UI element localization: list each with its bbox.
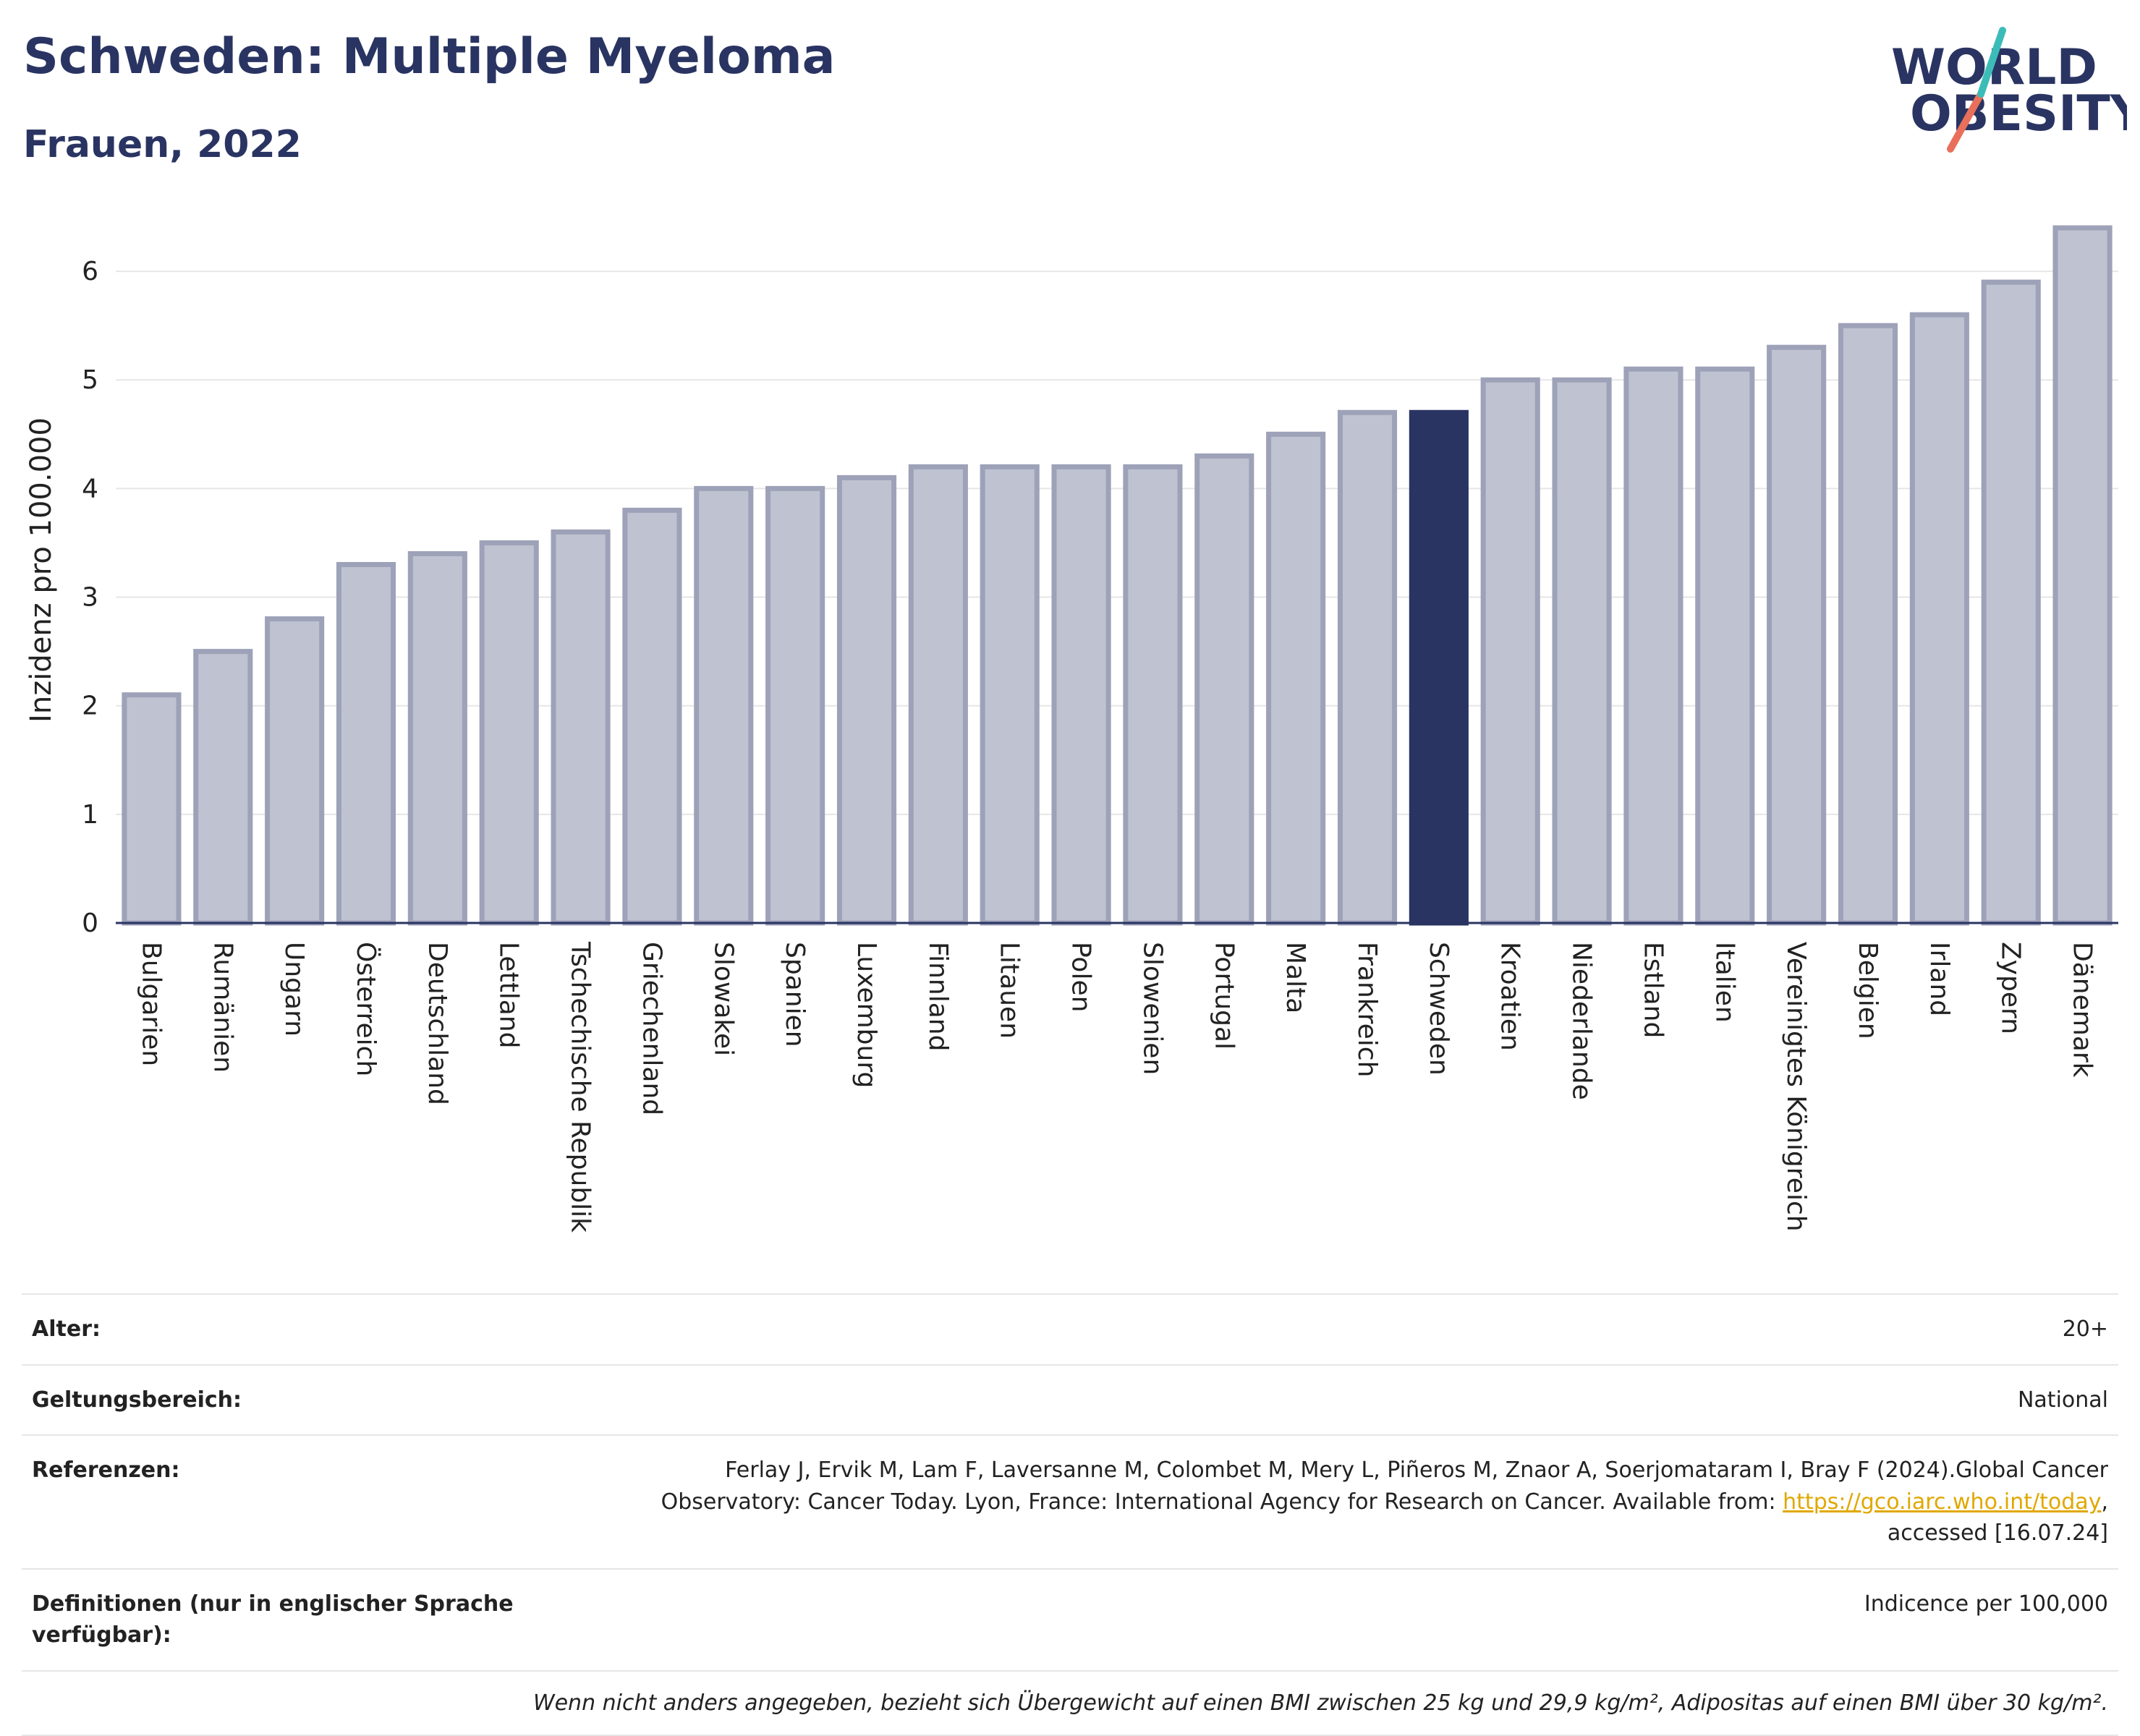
bar-Griechenland — [622, 507, 682, 926]
bar-Ungarn — [265, 616, 325, 926]
page-title: Schweden: Multiple Myeloma — [23, 28, 836, 85]
bar-Dänemark — [2052, 225, 2113, 926]
x-tick-label: Frankreich — [1352, 942, 1382, 1077]
bar-Belgien — [1838, 323, 1898, 926]
y-tick-label: 6 — [82, 257, 98, 286]
bar-Zypern — [1981, 279, 2041, 926]
ref-text-2: Observatory: Cancer Today. Lyon, France:… — [661, 1489, 1783, 1515]
y-tick-label: 5 — [82, 365, 98, 395]
bar-Malta — [1266, 431, 1326, 926]
bar-Niederlande — [1552, 377, 1612, 926]
ref-text-4: accessed [16.07.24] — [1887, 1520, 2108, 1546]
x-tick-label: Slowakei — [708, 942, 738, 1056]
world-obesity-logo: WORLD OBESITY — [1891, 27, 2127, 153]
meta-note: Wenn nicht anders angegeben, bezieht sic… — [532, 1690, 2108, 1716]
meta-ref-value: Ferlay J, Ervik M, Lam F, Laversanne M, … — [661, 1455, 2108, 1549]
meta-ref-label: Referenzen: — [32, 1458, 180, 1483]
x-tick-label: Tschechische Republik — [566, 941, 595, 1233]
bar-Italien — [1695, 366, 1755, 926]
ref-link[interactable]: https://gco.iarc.who.int/today — [1783, 1489, 2102, 1515]
bar-Estland — [1623, 366, 1683, 926]
y-axis-label: Inzidenz pro 100.000 — [25, 417, 58, 723]
x-tick-label: Luxemburg — [852, 942, 881, 1088]
y-tick-label: 2 — [82, 692, 98, 721]
x-tick-label: Lettland — [494, 942, 524, 1049]
bar-Rumänien — [193, 649, 253, 926]
x-tick-label: Dänemark — [2068, 942, 2097, 1078]
x-tick-label: Vereinigtes Königreich — [1781, 942, 1811, 1232]
x-tick-label: Finnland — [923, 942, 953, 1051]
meta-row-scope: Geltungsbereich: National — [22, 1363, 2118, 1435]
meta-scope-value: National — [2017, 1387, 2108, 1413]
x-tick-label: Irland — [1924, 942, 1954, 1016]
y-tick-label: 1 — [82, 800, 98, 830]
meta-row-note: Wenn nicht anders angegeben, bezieht sic… — [22, 1669, 2118, 1736]
x-tick-label: Österreich — [351, 942, 381, 1076]
meta-def-label: Definitionen (nur in englischer Sprache … — [32, 1591, 514, 1648]
x-tick-label: Griechenland — [637, 942, 666, 1115]
bar-Finnland — [908, 464, 968, 926]
ref-text-1: Ferlay J, Ervik M, Lam F, Laversanne M, … — [725, 1458, 2108, 1483]
x-tick-label: Litauen — [995, 942, 1024, 1039]
page-subtitle: Frauen, 2022 — [23, 123, 302, 166]
bar-Polen — [1051, 464, 1111, 926]
bar-Frankreich — [1337, 409, 1398, 926]
bar-Slowenien — [1123, 464, 1183, 926]
x-tick-label: Portugal — [1209, 942, 1239, 1050]
bar-Spanien — [765, 485, 825, 926]
x-tick-label: Italien — [1710, 942, 1739, 1023]
y-tick-label: 0 — [82, 909, 98, 938]
meta-row-age: Alter: 20+ — [22, 1293, 2118, 1364]
bar-Vereinigtes Königreich — [1767, 344, 1827, 926]
bar-Kroatien — [1480, 377, 1540, 926]
meta-age-label: Alter: — [32, 1316, 101, 1342]
x-tick-label: Estland — [1638, 942, 1668, 1038]
x-tick-label: Polen — [1066, 942, 1096, 1012]
bar-Bulgarien — [122, 692, 182, 926]
x-tick-label: Bulgarien — [136, 942, 166, 1066]
x-tick-label: Malta — [1281, 942, 1310, 1013]
x-tick-label: Schweden — [1424, 942, 1453, 1076]
x-tick-label: Belgien — [1853, 942, 1882, 1039]
meta-age-value: 20+ — [2062, 1316, 2108, 1342]
x-tick-label: Niederlande — [1567, 942, 1597, 1100]
bar-Luxemburg — [836, 475, 897, 926]
x-tick-label: Spanien — [780, 942, 810, 1047]
x-tick-label: Ungarn — [279, 942, 309, 1037]
bar-Schweden — [1409, 409, 1469, 926]
ref-text-3: , — [2101, 1489, 2108, 1515]
meta-row-definitions: Definitionen (nur in englischer Sprache … — [22, 1567, 2118, 1670]
bar-Österreich — [336, 561, 396, 926]
meta-def-value: Indicence per 100,000 — [1864, 1591, 2108, 1617]
bar-Irland — [1909, 312, 1969, 926]
metadata-table: Alter: 20+ Geltungsbereich: National Ref… — [22, 1293, 2118, 1736]
bar-chart: 0 1 2 3 4 5 6 Inzidenz pro 100.000 Bulgarien Rumä… — [25, 225, 2118, 1233]
y-tick-label: 3 — [82, 583, 98, 613]
meta-scope-label: Geltungsbereich: — [32, 1387, 242, 1413]
svg-text:OBESITY: OBESITY — [1910, 85, 2127, 142]
bar-Lettland — [479, 540, 539, 926]
x-tick-label: Kroatien — [1495, 942, 1525, 1051]
bar-Portugal — [1194, 453, 1254, 926]
meta-row-references: Referenzen: Ferlay J, Ervik M, Lam F, La… — [22, 1434, 2118, 1568]
x-tick-label: Slowenien — [1137, 942, 1167, 1075]
bar-Slowakei — [694, 485, 754, 926]
bar-Deutschland — [407, 550, 467, 926]
x-tick-label: Zypern — [1996, 942, 2026, 1034]
bar-Tschechische Republik — [551, 529, 611, 926]
x-tick-label: Rumänien — [208, 942, 237, 1073]
bar-Litauen — [980, 464, 1040, 926]
x-tick-label: Deutschland — [423, 942, 452, 1105]
y-tick-label: 4 — [82, 474, 98, 503]
